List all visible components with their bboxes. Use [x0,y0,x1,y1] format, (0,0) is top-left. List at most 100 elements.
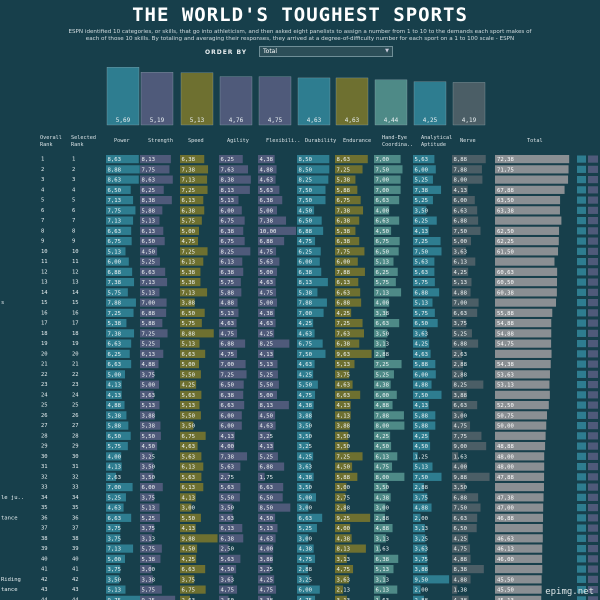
table-row[interactable]: 22 22 5,00 3,75 5,50 7,25 5,25 4,25 3,75 5,25 6,00… [41,370,598,379]
score-bar[interactable] [297,267,322,276]
score-bar[interactable] [374,411,404,420]
score-bar[interactable] [258,390,277,399]
score-bar[interactable] [219,165,248,174]
score-bar[interactable] [258,554,273,563]
score-bar[interactable] [219,319,237,328]
total-bar[interactable] [495,585,542,594]
score-bar[interactable] [180,534,218,543]
score-bar[interactable] [452,175,483,184]
score-bar[interactable] [106,401,125,410]
score-bar[interactable] [106,370,125,379]
score-bar[interactable] [297,349,326,358]
score-bar[interactable] [106,421,129,430]
score-bar[interactable] [180,544,198,553]
category-average-bar[interactable] [297,77,331,126]
score-bar[interactable] [374,421,405,430]
score-bar[interactable] [413,565,428,574]
table-row[interactable]: 1 1 8,63 8,13 6,38 6,25 4,38 8,50 8,63 7,00 5,63 8,… [41,155,598,164]
table-row[interactable]: tance 43 43 5,13 5,75 6,75 4,75 4,75 6,00 2,13 6,1… [1,585,598,594]
score-bar[interactable] [297,544,314,553]
table-row[interactable]: 31 31 4,13 3,50 6,13 5,63 6,88 3,63 4,50 4,75 5,13… [41,462,598,471]
total-bar[interactable] [495,370,550,379]
score-bar[interactable] [106,206,136,215]
score-bar[interactable] [297,411,312,420]
score-bar[interactable] [140,298,167,307]
score-bar[interactable] [140,503,160,512]
score-bar[interactable] [258,431,271,440]
score-bar[interactable] [219,185,250,194]
score-bar[interactable] [140,196,172,205]
score-bar[interactable] [452,462,468,471]
total-bar[interactable] [495,503,544,512]
score-bar[interactable] [106,267,133,276]
table-row[interactable]: 32 32 2,63 3,50 5,63 2,75 1,75 4,38 5,88 8,00 7,50… [41,472,598,481]
total-bar[interactable] [495,493,544,502]
score-bar[interactable] [219,421,242,430]
table-row[interactable]: 37 37 3,75 3,75 4,13 6,13 5,13 5,25 4,00 4,88 3,13… [41,524,598,533]
score-bar[interactable] [374,308,387,317]
score-bar[interactable] [374,267,398,276]
total-bar[interactable] [495,319,552,328]
score-bar[interactable] [452,267,469,276]
score-bar[interactable] [180,452,202,461]
score-bar[interactable] [297,452,314,461]
score-bar[interactable] [140,493,155,502]
total-bar[interactable] [495,513,544,522]
total-bar[interactable] [495,278,558,287]
table-row[interactable]: 16 16 7,25 6,88 6,50 5,13 4,38 7,00 4,25 3,38 5,75… [41,308,598,317]
score-bar[interactable] [297,554,316,563]
score-bar[interactable] [374,554,399,563]
score-bar[interactable] [258,298,277,307]
score-bar[interactable] [106,390,122,399]
score-bar[interactable] [140,513,160,522]
score-bar[interactable] [452,544,471,553]
score-bar[interactable] [297,237,316,246]
score-bar[interactable] [180,595,190,600]
score-bar[interactable] [413,554,428,563]
score-bar[interactable] [413,483,424,492]
score-bar[interactable] [297,575,310,584]
score-bar[interactable] [452,257,476,266]
score-bar[interactable] [413,380,432,389]
total-bar[interactable] [495,288,557,297]
table-row[interactable]: 25 25 4,88 5,13 5,13 6,63 8,13 4,38 4,13 4,88 4,13… [41,401,598,410]
total-bar[interactable] [495,257,555,266]
score-bar[interactable] [452,165,482,174]
score-bar[interactable] [452,472,490,481]
score-bar[interactable] [219,308,239,317]
score-bar[interactable] [258,165,277,174]
total-bar[interactable] [495,196,561,205]
score-bar[interactable] [374,257,394,266]
score-bar[interactable] [413,278,435,287]
score-bar[interactable] [219,595,229,600]
score-bar[interactable] [219,298,238,307]
score-bar[interactable] [335,360,355,369]
score-bar[interactable] [297,288,318,297]
score-bar[interactable] [106,288,128,297]
score-bar[interactable] [140,565,152,574]
score-bar[interactable] [374,483,388,492]
score-bar[interactable] [140,278,168,287]
score-bar[interactable] [413,503,432,512]
score-bar[interactable] [297,534,309,543]
score-bar[interactable] [219,472,230,481]
score-bar[interactable] [140,319,163,328]
table-row[interactable]: 23 23 4,13 5,00 4,25 6,50 5,50 5,50 4,63 4,38 4,88… [41,380,598,389]
score-bar[interactable] [258,565,271,574]
score-bar[interactable] [180,247,208,256]
score-bar[interactable] [452,534,469,543]
score-bar[interactable] [452,360,463,369]
score-bar[interactable] [106,185,131,194]
score-bar[interactable] [297,216,322,225]
score-bar[interactable] [106,380,122,389]
score-bar[interactable] [140,575,153,584]
score-bar[interactable] [106,585,126,594]
score-bar[interactable] [413,247,442,256]
score-bar[interactable] [335,483,347,492]
score-bar[interactable] [297,175,329,184]
score-bar[interactable] [219,442,235,451]
score-bar[interactable] [335,185,358,194]
score-bar[interactable] [180,442,198,451]
total-bar[interactable] [495,216,562,225]
score-bar[interactable] [452,339,479,348]
